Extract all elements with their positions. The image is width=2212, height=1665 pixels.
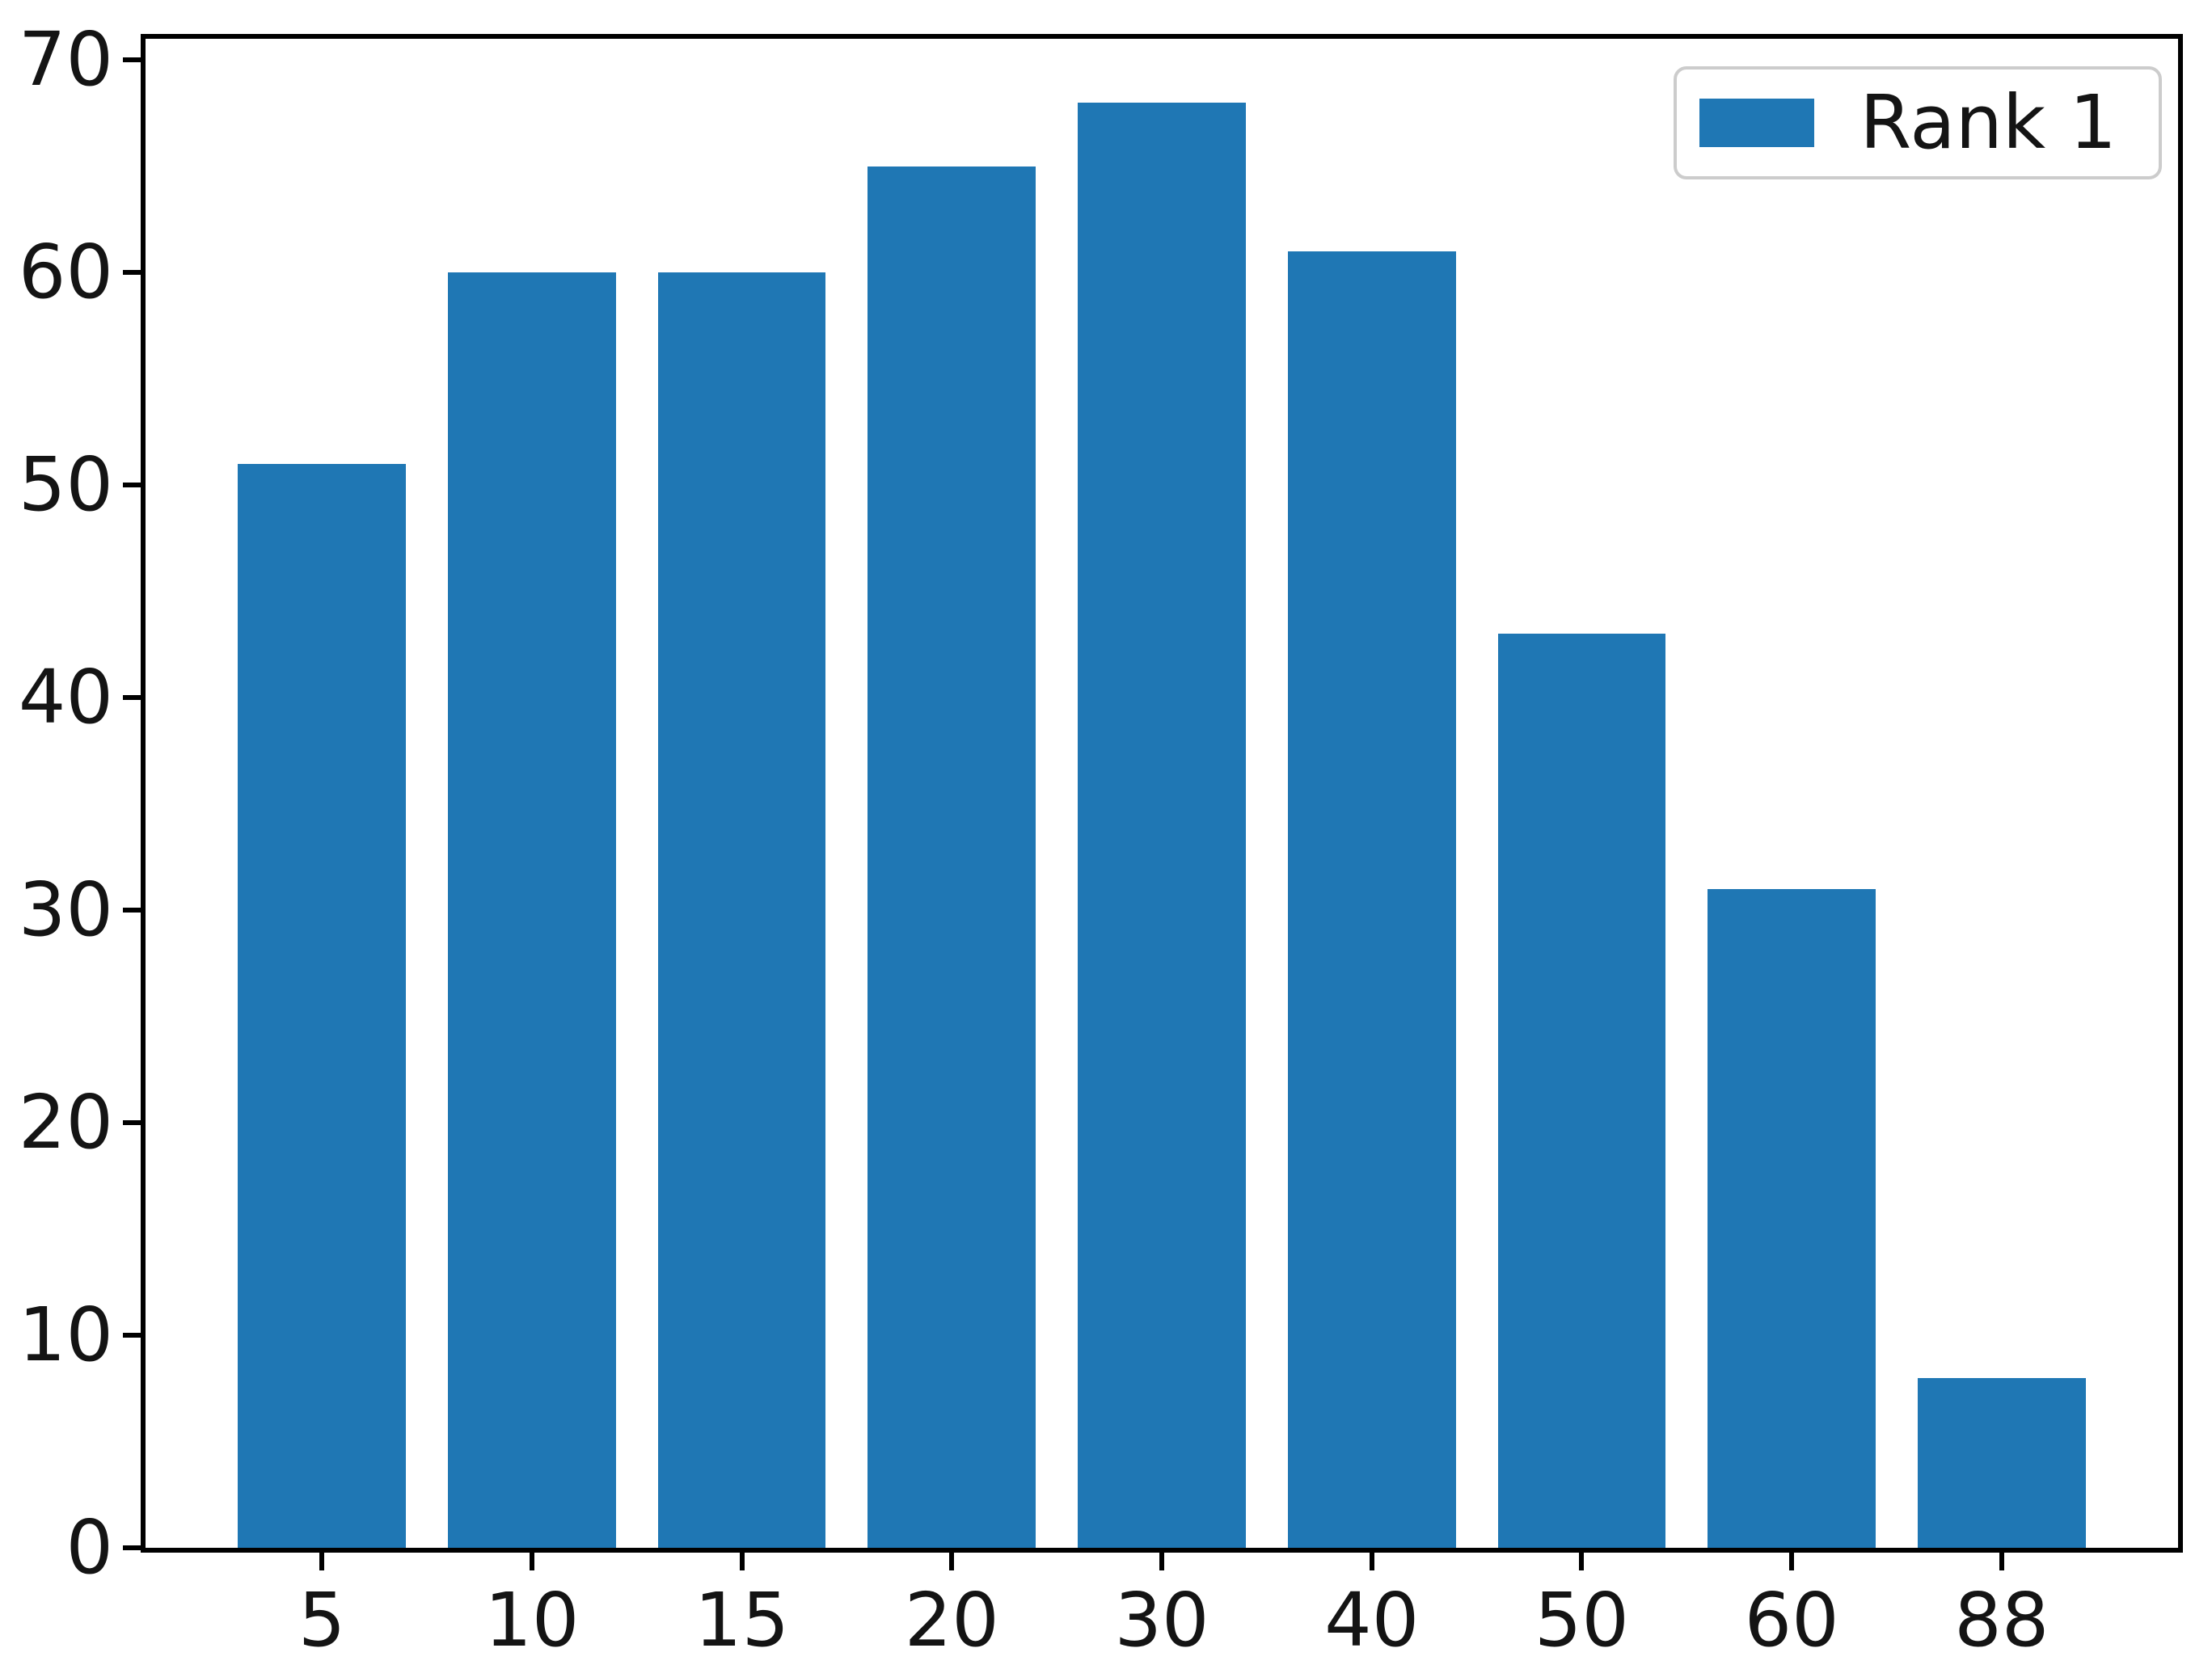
bar: [1917, 1377, 2086, 1548]
y-tick-label: 70: [18, 16, 113, 103]
x-tick-mark: [739, 1553, 745, 1570]
y-tick-label: 0: [65, 1504, 113, 1591]
bar: [1078, 102, 1246, 1548]
bar: [1708, 888, 1876, 1548]
x-tick-label: 15: [694, 1577, 790, 1663]
y-tick-label: 20: [18, 1079, 113, 1166]
x-tick-mark: [1579, 1553, 1585, 1570]
y-tick-mark: [123, 695, 141, 701]
y-tick-mark: [123, 908, 141, 913]
y-tick-label: 10: [18, 1292, 113, 1379]
y-tick-label: 50: [18, 441, 113, 529]
y-tick-label: 40: [18, 654, 113, 741]
bar: [447, 272, 616, 1548]
x-tick-label: 5: [298, 1577, 346, 1663]
bar: [867, 166, 1036, 1548]
bar: [238, 463, 407, 1548]
y-tick-mark: [123, 57, 141, 63]
y-tick-label: 30: [18, 866, 113, 954]
y-tick-mark: [123, 483, 141, 488]
y-tick-mark: [123, 1120, 141, 1126]
x-tick-mark: [1159, 1553, 1164, 1570]
y-tick-mark: [123, 270, 141, 276]
x-tick-mark: [1369, 1553, 1374, 1570]
x-tick-label: 40: [1324, 1577, 1420, 1663]
bar: [1497, 634, 1666, 1548]
x-tick-label: 50: [1534, 1577, 1629, 1663]
x-tick-label: 10: [484, 1577, 580, 1663]
x-tick-label: 88: [1954, 1577, 2049, 1663]
x-tick-mark: [529, 1553, 534, 1570]
x-tick-mark: [1789, 1553, 1795, 1570]
bar: [657, 272, 826, 1548]
legend: Rank 1: [1674, 66, 2162, 179]
plot-area: 0 10 20 30 40 50 60 70 5 10 15 20 30 40 50 60 88 Rank 1: [19, 23, 2183, 1658]
x-tick-mark: [319, 1553, 325, 1570]
x-tick-label: 20: [904, 1577, 999, 1663]
legend-swatch: [1699, 99, 1815, 147]
legend-label: Rank 1: [1860, 79, 2117, 166]
x-tick-mark: [949, 1553, 955, 1570]
x-tick-mark: [1999, 1553, 2004, 1570]
y-tick-mark: [123, 1545, 141, 1550]
y-tick-label: 60: [18, 229, 113, 316]
x-tick-label: 30: [1114, 1577, 1209, 1663]
x-tick-label: 60: [1744, 1577, 1839, 1663]
bar: [1287, 251, 1456, 1548]
y-tick-mark: [123, 1333, 141, 1338]
